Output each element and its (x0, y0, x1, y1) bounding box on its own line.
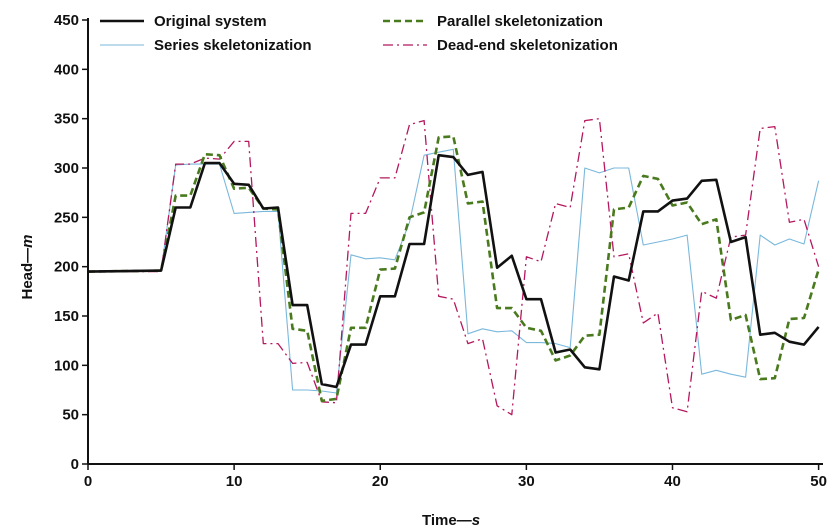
legend-label: Dead-end skeletonization (437, 37, 618, 54)
legend-label: Parallel skeletonization (437, 13, 603, 30)
y-tick-label: 200 (54, 259, 79, 276)
x-tick-label: 10 (226, 473, 243, 490)
y-tick-label: 150 (54, 308, 79, 325)
x-axis-label: Time—s (422, 512, 480, 529)
axes (82, 18, 823, 470)
x-tick-label: 50 (810, 473, 827, 490)
series-line-original-system (87, 153, 820, 389)
legend: Original system Parallel skeletonization S… (100, 13, 618, 54)
y-tick-label: 450 (54, 12, 79, 29)
x-tick-label: 30 (518, 473, 535, 490)
y-tick-label: 350 (54, 111, 79, 128)
x-tick-label: 20 (372, 473, 389, 490)
series-line-series-skeletonization (87, 148, 820, 394)
tick-labels: 0 50 100 150 200 250 300 350 400 450 0 10 20 30 40 50 (54, 12, 827, 490)
y-tick-label: 100 (54, 357, 79, 374)
y-axis-label: Head—m (19, 234, 36, 299)
plot-lines (87, 118, 820, 416)
legend-label: Series skeletonization (154, 37, 312, 54)
x-tick-label: 40 (664, 473, 681, 490)
series-line-dead-end-skeletonization (88, 118, 820, 416)
x-tick-label: 0 (84, 473, 92, 490)
legend-label: Original system (154, 13, 267, 30)
y-tick-label: 50 (62, 407, 79, 424)
y-tick-label: 400 (54, 61, 79, 78)
series-line-parallel-skeletonization (87, 135, 820, 403)
y-tick-label: 300 (54, 160, 79, 177)
y-tick-label: 250 (54, 209, 79, 226)
y-tick-label: 0 (71, 456, 79, 473)
